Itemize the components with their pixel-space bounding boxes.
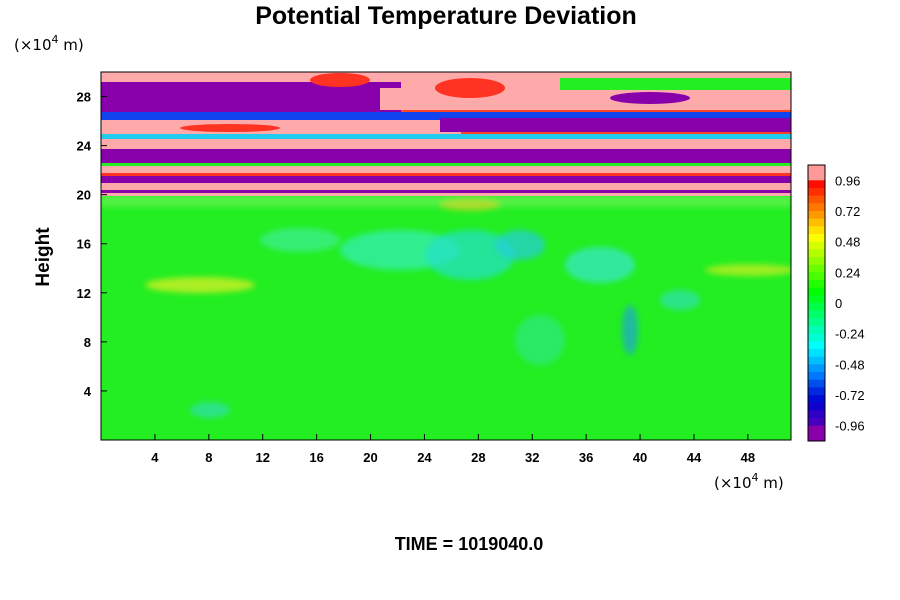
colorbar-band (808, 356, 825, 365)
x-tick-label: 48 (741, 450, 755, 465)
y-tick-label: 28 (77, 90, 91, 105)
colorbar-band (808, 303, 825, 312)
y-axis-label: Height (33, 227, 54, 287)
colorbar-tick-label: -0.72 (835, 388, 865, 403)
colorbar-band (808, 272, 825, 281)
x-tick-label: 16 (309, 450, 323, 465)
y-tick-label: 24 (77, 139, 92, 154)
x-tick-label: 44 (687, 450, 702, 465)
colorbar-band (808, 310, 825, 319)
x-tick-label: 4 (151, 450, 159, 465)
upper-bands (101, 72, 791, 196)
colorbar-band (808, 188, 825, 197)
colorbar-band (808, 349, 825, 358)
plot-area (100, 71, 792, 441)
y-axis-ticks: 4 8 12 16 20 24 28 (77, 90, 107, 399)
colorbar-band (808, 425, 825, 434)
x-tick-label: 20 (363, 450, 377, 465)
colorbar-band (808, 318, 825, 327)
colorbar-band (808, 249, 825, 258)
colorbar-band (808, 172, 825, 181)
y-tick-label: 4 (84, 384, 92, 399)
chart-title: Potential Temperature Deviation (255, 2, 637, 30)
colorbar-band (808, 287, 825, 296)
colorbar-band (808, 402, 825, 411)
colorbar-strip (808, 165, 825, 442)
colorbar-band (808, 326, 825, 335)
colorbar-band (808, 234, 825, 243)
colorbar-tick-label: 0.72 (835, 204, 860, 219)
colorbar-band (808, 180, 825, 189)
colorbar-frame (807, 164, 826, 442)
colorbar-band (808, 195, 825, 204)
colorbar-band (808, 295, 825, 304)
y-axis-unit: (×104 m) (14, 33, 84, 54)
colorbar-band (808, 364, 825, 373)
colorbar-band (808, 218, 825, 227)
y-tick-label: 16 (77, 237, 91, 252)
colorbar-band (808, 410, 825, 419)
x-tick-label: 12 (255, 450, 269, 465)
colorbar-band (808, 433, 825, 442)
time-label: TIME = 1019040.0 (395, 534, 544, 554)
x-tick-label: 24 (417, 450, 432, 465)
colorbar-tick-label: 0.48 (835, 235, 860, 250)
colorbar-band (808, 333, 825, 342)
colorbar-band (808, 379, 825, 388)
colorbar-tick-label: 0 (835, 296, 842, 311)
x-axis-unit: (×104 m) (714, 471, 784, 492)
colorbar-band (808, 395, 825, 404)
plot-frame (100, 71, 792, 441)
colorbar-tick-label: -0.48 (835, 357, 865, 372)
colorbar-band (808, 341, 825, 350)
colorbar-band (808, 387, 825, 396)
x-tick-label: 40 (633, 450, 647, 465)
colorbar-tick-label: -0.24 (835, 327, 865, 342)
colorbar-band (808, 264, 825, 273)
colorbar-tick-label: 0.96 (835, 173, 860, 188)
colorbar-band (808, 418, 825, 427)
colorbar-band (808, 372, 825, 381)
colorbar-band (808, 203, 825, 212)
x-axis-ticks: 4 8 12 16 20 24 28 32 36 40 44 48 (151, 434, 755, 465)
colorbar-tick-label: 0.24 (835, 265, 860, 280)
lower-eddies (101, 195, 791, 418)
y-tick-label: 8 (84, 335, 91, 350)
colorbar-band (808, 211, 825, 220)
colorbar-band (808, 226, 825, 235)
colorbar-band (808, 165, 825, 174)
colorbar-tick-label: -0.96 (835, 419, 865, 434)
colorbar-band (808, 257, 825, 266)
x-tick-label: 32 (525, 450, 539, 465)
x-tick-label: 36 (579, 450, 593, 465)
colorbar: 0.96 0.72 0.48 0.24 0 -0.24 -0.48 -0.72 -0.96 (807, 164, 865, 442)
colorbar-band (808, 241, 825, 250)
y-tick-label: 20 (77, 188, 91, 203)
colorbar-band (808, 280, 825, 289)
y-tick-label: 12 (77, 286, 91, 301)
colorbar-labels: 0.96 0.72 0.48 0.24 0 -0.24 -0.48 -0.72 -0.96 (835, 173, 865, 433)
x-tick-label: 28 (471, 450, 485, 465)
x-tick-label: 8 (205, 450, 212, 465)
